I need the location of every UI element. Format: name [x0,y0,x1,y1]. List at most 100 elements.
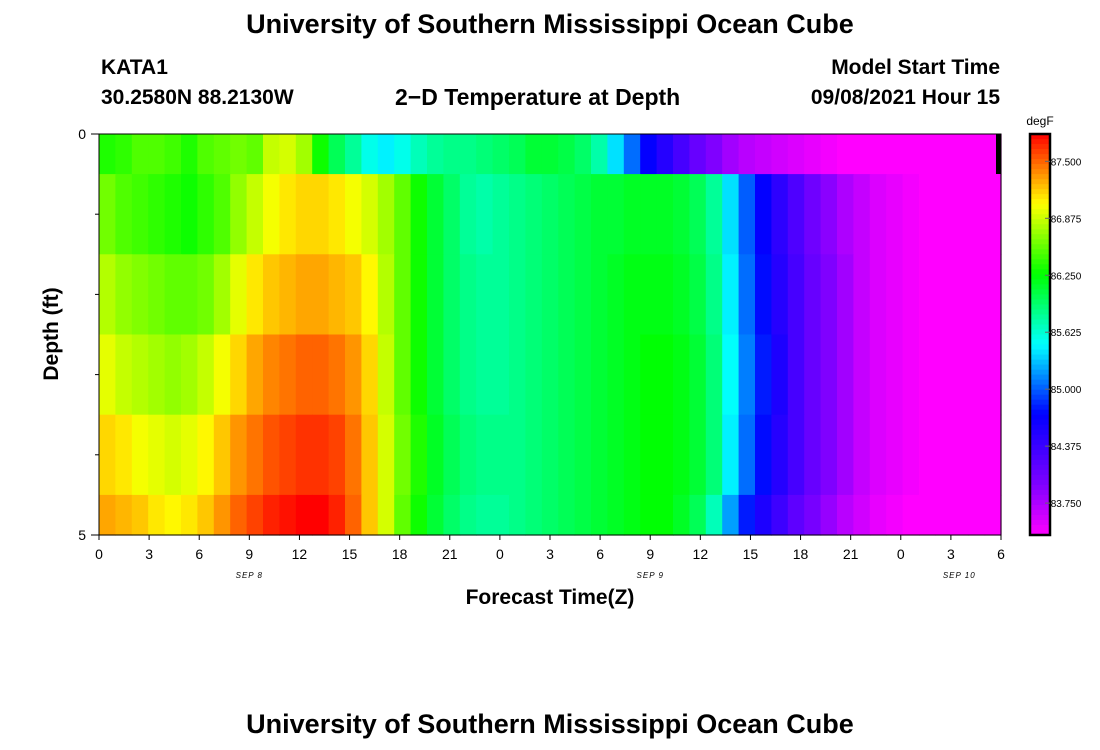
x-tick-label: 18 [793,546,809,562]
colorbar-segment [1030,489,1050,496]
heatmap-cell [377,414,395,496]
heatmap-cell [263,334,280,416]
heatmap-cell [886,174,904,255]
heatmap-cell [328,134,346,175]
heatmap-cell [328,254,346,336]
heatmap-cell [345,174,362,255]
heatmap-cell [869,334,887,416]
colorbar-segment [1030,289,1050,295]
heatmap-cell [755,414,772,496]
heatmap-cell [263,494,280,536]
x-date-label: SEP 10 [943,571,976,580]
heatmap-cell [673,174,690,255]
heatmap-cell [410,134,428,175]
colorbar-segment [1030,439,1050,446]
colorbar-segment [1030,374,1050,381]
heatmap-cell [591,254,608,336]
heatmap-cell [492,494,510,536]
heatmap-cell [705,414,723,496]
heatmap-cell [263,134,280,175]
heatmap-cell [738,134,756,175]
colorbar-segment [1030,434,1050,441]
colorbar-segment [1030,484,1050,491]
heatmap-cell [558,254,576,336]
heatmap-cell [295,494,313,536]
heatmap-cell [361,494,379,536]
colorbar-segment [1030,519,1050,526]
heatmap-cell [968,134,986,175]
heatmap-cell [591,414,608,496]
heatmap-cell [476,414,494,496]
heatmap-cell [361,254,379,336]
heatmap-cell [869,174,887,255]
heatmap-cell [443,134,461,175]
colorbar-segment [1030,379,1050,386]
heatmap-cell [820,414,838,496]
heatmap-cell [443,334,461,416]
heatmap-cell [492,414,510,496]
heatmap-cell [574,414,592,496]
heatmap-cell [377,254,395,336]
heatmap-cell [525,334,543,416]
heatmap-cell [689,334,707,416]
heatmap-cell [640,494,658,536]
heatmap-cell [148,254,166,336]
heatmap-cell [181,174,198,255]
colorbar-segment [1030,304,1050,311]
heatmap-cell [968,334,986,416]
colorbar-segment [1030,309,1050,316]
y-tick-label: 5 [78,527,86,543]
heatmap-cell [459,334,477,416]
heatmap-cell [853,174,871,255]
heatmap-cell [804,174,822,255]
heatmap-cell [197,254,215,336]
heatmap-cell [787,254,805,336]
heatmap-cell [738,174,756,255]
x-tick-label: 9 [245,546,253,562]
station-coordinates: 30.2580N 88.2130W [101,86,294,109]
heatmap-cell [197,414,215,496]
heatmap-cell [623,174,641,255]
heatmap-cell [820,134,838,175]
heatmap-cell [820,254,838,336]
heatmap-cell [640,174,658,255]
heatmap-cell [345,414,362,496]
colorbar-tick-label: 87.500 [1051,157,1082,168]
heatmap-cell [410,254,428,336]
heatmap-cell [99,174,116,255]
chart-subtitle: 2−D Temperature at Depth [395,84,681,110]
colorbar-segment [1030,134,1050,140]
heatmap-cell [837,254,854,336]
heatmap-cell [623,134,641,175]
heatmap-cell [902,494,920,536]
x-tick-label: 0 [496,546,504,562]
axes: 0 3 6 9 12 15 18 21 0 3 6 9 12 15 18 21 0 3 6 SEP 8 SEP 9 SEP… [78,126,1005,580]
heatmap-cell [181,494,198,536]
heatmap-cell [541,334,559,416]
heatmap-cell [410,414,428,496]
heatmap-cell [541,254,559,336]
heatmap-cell [131,334,149,416]
x-tick-label: 15 [342,546,358,562]
heatmap-cell [295,174,313,255]
heatmap-cell [361,134,379,175]
heatmap-cell [181,134,198,175]
colorbar-segment [1030,294,1050,301]
heatmap-cell [148,494,166,536]
heatmap-cell [591,494,608,536]
heatmap-cell [541,134,559,175]
heatmap-cell [131,494,149,536]
heatmap-cell [328,494,346,536]
heatmap-cell [656,414,674,496]
colorbar-segment [1030,164,1050,170]
heatmap-cell [115,334,133,416]
y-tick-label: 0 [78,126,86,142]
heatmap-cell [230,254,248,336]
heatmap-cell [673,134,690,175]
heatmap-cell [394,334,412,416]
heatmap-cell [345,134,362,175]
colorbar-segment [1030,339,1050,346]
heatmap-cell [640,134,658,175]
colorbar-segment [1030,409,1050,416]
